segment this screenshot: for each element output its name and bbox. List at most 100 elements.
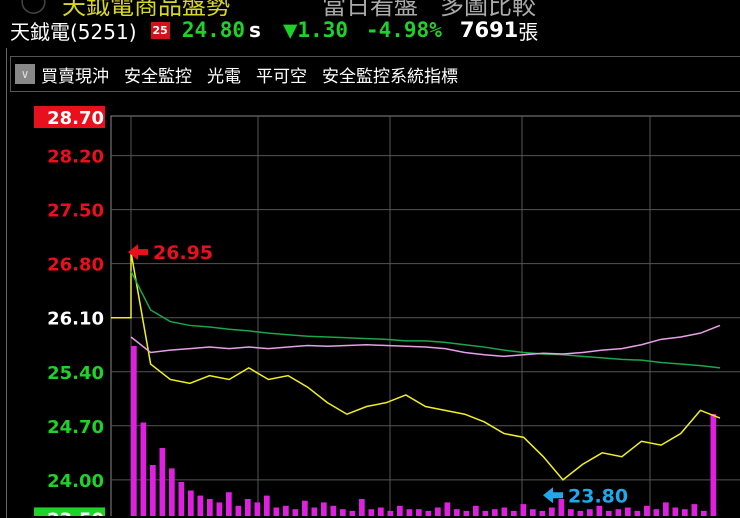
volume-bar	[492, 509, 498, 516]
volume-bar	[549, 507, 555, 516]
volume-bar	[150, 465, 156, 516]
y-tick-label: 26.10	[47, 309, 104, 330]
y-tick-label: 27.50	[47, 201, 104, 222]
volume-bar	[273, 507, 280, 516]
volume-bar	[378, 507, 384, 516]
y-tick-label: 26.80	[47, 255, 104, 276]
volume-bar	[577, 510, 584, 516]
price-change: 1.30	[297, 18, 348, 42]
menu-item[interactable]: 安全監控	[124, 66, 192, 87]
volume-bar	[672, 507, 679, 516]
menu-item[interactable]: 光電	[207, 66, 241, 87]
arrow-left-icon	[128, 244, 148, 261]
tab-product-overview[interactable]: 天鉞電商品盤勢	[62, 0, 230, 20]
volume-bar	[663, 502, 669, 516]
volume-bar	[330, 505, 337, 516]
y-tick-label: 28.70	[47, 108, 104, 129]
volume-bar	[539, 510, 546, 516]
chevron-down-icon[interactable]: ∨	[15, 64, 35, 84]
volume-bar	[482, 510, 489, 516]
volume-bar	[207, 499, 213, 516]
volume-bar	[140, 422, 147, 516]
volume-bar	[302, 500, 308, 516]
tab-icon: ◯	[20, 0, 47, 14]
volume-bar	[501, 507, 508, 516]
volume-bar	[644, 505, 650, 516]
volume-bar	[169, 468, 175, 516]
volume-bar	[254, 502, 261, 516]
average-line	[130, 271, 721, 369]
y-tick-label: 28.20	[47, 147, 104, 168]
change-percent: -4.98%	[365, 18, 442, 42]
price-line	[111, 251, 721, 481]
menu-item[interactable]: 安全監控系統指標	[322, 66, 458, 87]
volume-bar	[701, 510, 707, 516]
y-tick-highlight	[34, 507, 105, 516]
volume-bar	[511, 510, 517, 516]
menu-item[interactable]: 買賣現沖	[41, 66, 109, 87]
volume-bar	[406, 509, 413, 516]
volume-bar	[131, 346, 137, 516]
volume-bar	[473, 505, 479, 516]
volume-bar	[245, 499, 251, 516]
volume-bar	[178, 482, 185, 516]
volume: 7691	[459, 18, 519, 42]
volume-bar	[264, 495, 270, 516]
arrow-left-icon	[543, 487, 563, 504]
volume-bar	[311, 507, 318, 516]
tab-today[interactable]: 當日看盤	[322, 0, 418, 20]
volume-bar	[653, 509, 660, 516]
volume-bar	[625, 507, 631, 516]
volume-bar	[349, 510, 356, 516]
menu-item[interactable]: 平可空	[256, 66, 307, 87]
stock-name: 天鉞電(5251)	[10, 19, 137, 44]
volume-bar	[387, 510, 394, 516]
tab-compare[interactable]: 多圖比較	[440, 0, 536, 20]
volume-bar	[596, 505, 603, 516]
volume-bar	[226, 492, 232, 516]
volume-bar	[292, 509, 299, 516]
volume-bar	[368, 509, 375, 516]
high-label: 26.95	[153, 242, 213, 264]
volume-bar	[454, 509, 460, 516]
volume-bar	[587, 509, 593, 516]
volume-bar	[216, 502, 223, 516]
volume-bar	[568, 509, 574, 516]
pink-line	[130, 324, 721, 358]
volume-bar	[615, 509, 622, 516]
volume-bar	[691, 504, 698, 516]
down-arrow-icon: ▼	[282, 16, 298, 44]
indicator-menu: ∨ 買賣現沖 安全監控 光電 平可空 安全監控系統指標	[10, 56, 740, 92]
volume-bar	[463, 510, 470, 516]
y-tick-label: 25.40	[47, 363, 104, 384]
date-badge: 25	[150, 21, 170, 39]
volume-bar	[444, 502, 451, 516]
volume-bar	[159, 448, 166, 516]
volume-bar	[188, 490, 194, 516]
low-label: 23.80	[568, 485, 628, 507]
volume-bar	[283, 505, 289, 516]
volume-bar	[359, 499, 365, 516]
volume-bar	[235, 505, 242, 516]
y-tick-highlight	[34, 106, 105, 128]
volume-bar	[435, 507, 441, 516]
plot-frame	[110, 115, 740, 516]
price-suffix: s	[249, 18, 261, 42]
left-border	[6, 48, 7, 518]
volume-bar	[321, 502, 327, 516]
volume-bar	[416, 509, 422, 516]
volume-bar	[682, 509, 688, 516]
quote-header: 天鉞電(5251) 25 24.80 s ▼ 1.30 -4.98% 7691 …	[10, 15, 538, 45]
volume-bar	[558, 499, 565, 516]
volume-bar	[425, 510, 432, 516]
volume-bar	[520, 504, 527, 516]
volume-bar	[530, 509, 536, 516]
volume-bar	[197, 495, 204, 516]
y-tick-label: 23.50	[47, 509, 104, 516]
volume-unit: 張	[518, 19, 539, 44]
y-tick-label: 24.00	[47, 471, 104, 492]
volume-bar	[340, 509, 346, 516]
last-price: 24.80	[181, 18, 246, 42]
volume-bar	[606, 510, 612, 516]
